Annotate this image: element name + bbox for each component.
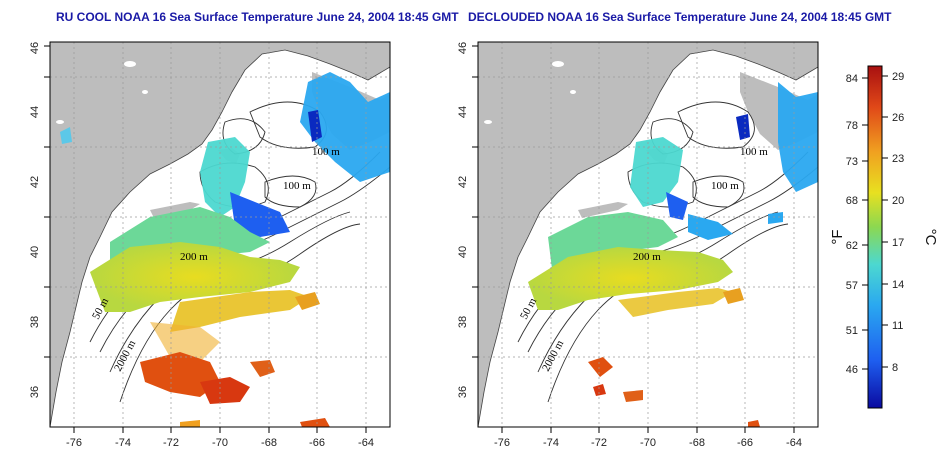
colorbar-c-tick-14: 14 [892,279,904,291]
colorbar-f-tick-84: 84 [846,73,858,85]
left-map-plot: 100 m 100 m 200 m 50 m 2000 m -76 -74 -7… [29,41,391,449]
colorbar-gradient [867,65,883,409]
colorbar-f-tick-68: 68 [846,195,858,207]
left-contour-label-100m-north: 100 m [312,146,340,158]
right-map-panel: 100 m 100 m 200 m 50 m 2000 m -76 -74 -7… [457,41,819,449]
colorbar-f-tick-78: 78 [846,120,858,132]
right-lon-tick-70: -70 [640,437,656,449]
right-lat-tick-38: 38 [457,316,469,328]
temperature-colorbar: 84 78 73 68 62 57 51 46 29 26 23 20 17 1… [829,65,939,409]
colorbar-f-tick-62: 62 [846,240,858,252]
left-lat-tick-40: 40 [29,246,41,258]
right-map-plot: 100 m 100 m 200 m 50 m 2000 m -76 -74 -7… [457,41,819,449]
right-lon-tick-68: -68 [689,437,705,449]
colorbar-c-tick-23: 23 [892,153,904,165]
colorbar-f-tick-51: 51 [846,325,858,337]
right-contour-label-100m-north: 100 m [740,146,768,158]
left-lat-tick-36: 36 [29,386,41,398]
left-map-panel: 100 m 100 m 200 m 50 m 2000 m -76 -74 -7… [29,41,391,449]
left-lon-tick-76: -76 [66,437,82,449]
left-lon-tick-74: -74 [115,437,131,449]
colorbar-c-tick-29: 29 [892,71,904,83]
left-map-title: RU COOL NOAA 16 Sea Surface Temperature … [56,10,459,24]
left-lon-tick-64: -64 [358,437,374,449]
right-lat-tick-46: 46 [457,42,469,54]
colorbar-fahrenheit-unit: °F [829,229,846,244]
colorbar-c-tick-8: 8 [892,362,898,374]
right-lon-tick-66: -66 [737,437,753,449]
right-lon-tick-76: -76 [494,437,510,449]
colorbar-c-tick-17: 17 [892,237,904,249]
right-lat-tick-42: 42 [457,176,469,188]
right-lon-tick-74: -74 [543,437,559,449]
left-lon-tick-66: -66 [309,437,325,449]
colorbar-celsius-unit: °C [922,229,939,246]
colorbar-c-tick-20: 20 [892,195,904,207]
colorbar-f-tick-73: 73 [846,156,858,168]
colorbar-c-tick-11: 11 [892,320,903,332]
left-lon-tick-72: -72 [163,437,179,449]
left-lon-tick-70: -70 [212,437,228,449]
left-lat-tick-38: 38 [29,316,41,328]
right-lat-tick-40: 40 [457,246,469,258]
left-contour-label-200m: 200 m [180,251,208,263]
right-lon-tick-72: -72 [591,437,607,449]
left-map-grid [50,42,390,427]
right-lat-tick-36: 36 [457,386,469,398]
right-contour-label-200m: 200 m [633,251,661,263]
right-lat-tick-44: 44 [457,106,469,118]
left-lat-tick-42: 42 [29,176,41,188]
right-map-title: DECLOUDED NOAA 16 Sea Surface Temperatur… [468,10,892,24]
right-lon-tick-64: -64 [786,437,802,449]
right-contour-label-100m-south: 100 m [711,180,739,192]
right-map-grid [478,42,818,427]
colorbar-c-tick-26: 26 [892,112,904,124]
left-lat-tick-44: 44 [29,106,41,118]
left-lon-tick-68: -68 [261,437,277,449]
colorbar-f-tick-46: 46 [846,364,858,376]
left-lat-tick-46: 46 [29,42,41,54]
left-contour-label-100m-south: 100 m [283,180,311,192]
colorbar-f-tick-57: 57 [846,280,858,292]
